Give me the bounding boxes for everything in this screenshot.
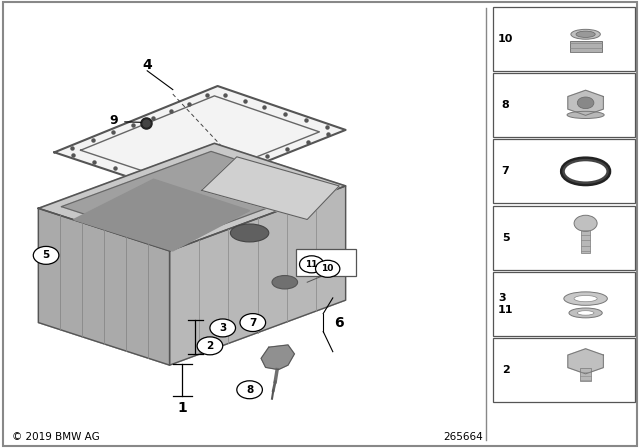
FancyBboxPatch shape: [493, 73, 635, 137]
Text: © 2019 BMW AG: © 2019 BMW AG: [12, 432, 99, 442]
Circle shape: [210, 319, 236, 337]
FancyBboxPatch shape: [570, 42, 602, 52]
Polygon shape: [38, 208, 170, 365]
FancyBboxPatch shape: [580, 368, 591, 381]
Polygon shape: [38, 258, 346, 365]
Text: 8: 8: [502, 100, 509, 110]
Ellipse shape: [567, 111, 604, 118]
FancyBboxPatch shape: [493, 139, 635, 203]
Ellipse shape: [230, 224, 269, 242]
FancyBboxPatch shape: [493, 338, 635, 402]
Text: 4: 4: [142, 58, 152, 72]
Polygon shape: [202, 157, 339, 220]
Ellipse shape: [272, 276, 298, 289]
Text: 3: 3: [219, 323, 227, 333]
Polygon shape: [54, 86, 346, 195]
Text: 5: 5: [502, 233, 509, 243]
Text: 7: 7: [502, 166, 509, 177]
Ellipse shape: [569, 308, 602, 318]
Circle shape: [240, 314, 266, 332]
FancyBboxPatch shape: [581, 224, 590, 254]
Polygon shape: [61, 151, 323, 243]
Ellipse shape: [564, 292, 607, 306]
Text: 10: 10: [498, 34, 513, 44]
Ellipse shape: [577, 311, 594, 315]
Circle shape: [316, 260, 340, 277]
Text: 7: 7: [249, 318, 257, 327]
Text: 8: 8: [246, 385, 253, 395]
Text: 9: 9: [109, 114, 118, 128]
Polygon shape: [261, 345, 294, 370]
Text: 10: 10: [321, 264, 334, 273]
FancyBboxPatch shape: [493, 206, 635, 270]
Ellipse shape: [574, 296, 597, 302]
Ellipse shape: [571, 30, 600, 39]
FancyBboxPatch shape: [296, 249, 356, 276]
Text: 6: 6: [334, 315, 344, 330]
Text: 2: 2: [502, 365, 509, 375]
Polygon shape: [170, 186, 346, 365]
Text: 265664: 265664: [444, 432, 483, 442]
Text: 3
11: 3 11: [498, 293, 513, 315]
Circle shape: [237, 381, 262, 399]
Text: 1: 1: [177, 401, 188, 415]
Circle shape: [300, 256, 324, 273]
Circle shape: [574, 215, 597, 231]
Circle shape: [197, 337, 223, 355]
Polygon shape: [568, 90, 604, 115]
Ellipse shape: [565, 161, 607, 181]
Text: 2: 2: [206, 341, 214, 351]
Text: 11: 11: [305, 260, 318, 269]
Text: 5: 5: [42, 250, 50, 260]
FancyBboxPatch shape: [493, 272, 635, 336]
FancyBboxPatch shape: [493, 7, 635, 71]
Circle shape: [577, 97, 594, 109]
Polygon shape: [38, 143, 346, 251]
Polygon shape: [74, 179, 250, 251]
Circle shape: [33, 246, 59, 264]
Ellipse shape: [576, 31, 595, 38]
Polygon shape: [568, 349, 604, 374]
